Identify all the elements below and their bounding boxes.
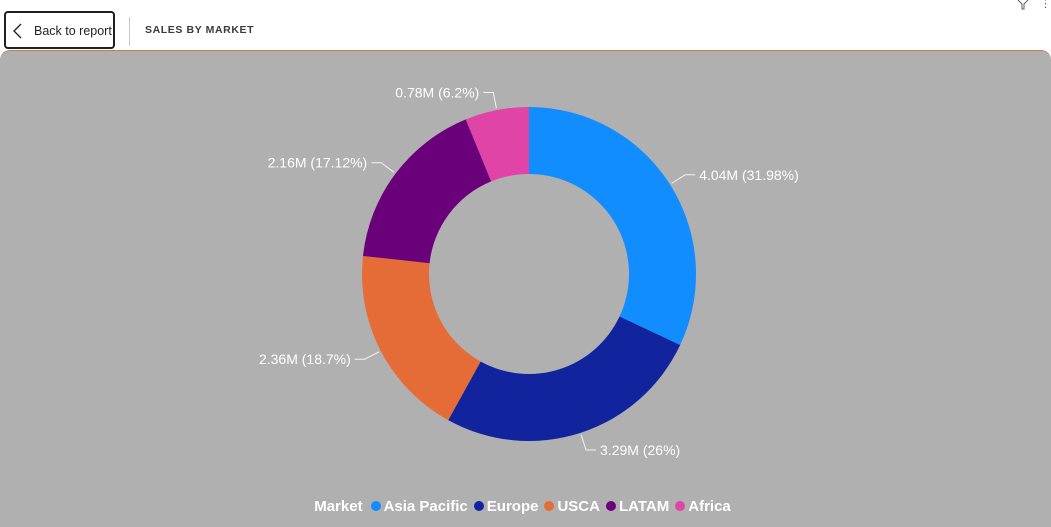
data-label: 4.04M (31.98%) — [699, 167, 799, 183]
legend-label: Asia Pacific — [383, 497, 468, 515]
header-divider — [129, 17, 130, 46]
donut-slice-latam[interactable] — [362, 119, 492, 264]
leader-line — [671, 174, 696, 184]
leader-line — [354, 351, 380, 360]
legend-label: USCA — [557, 497, 600, 515]
donut-chart-visual: 4.04M (31.98%) 3.29M (26%) 2.36M (18.7%) 2.… — [0, 50, 1051, 527]
legend-swatch — [370, 501, 381, 511]
legend-item[interactable]: LATAM — [605, 497, 670, 515]
report-header: Back to report SALES BY MARKET ⋮ — [0, 0, 1051, 50]
data-label: 3.29M (26%) — [600, 442, 680, 458]
legend-label: Africa — [688, 497, 731, 515]
legend-label: LATAM — [618, 497, 670, 515]
page-title: SALES BY MARKET — [145, 24, 255, 36]
donut-slice-europe[interactable] — [448, 316, 681, 442]
filter-icon[interactable] — [1016, 0, 1030, 10]
chart-legend: Market Asia Pacific Europe USCA LATAM Africa — [0, 495, 1051, 517]
data-label: 0.78M (6.2%) — [395, 84, 479, 100]
donut-slice-africa[interactable] — [465, 107, 529, 182]
legend-label: Europe — [486, 497, 539, 515]
legend-title: Market — [314, 497, 363, 515]
back-to-report-button[interactable]: Back to report — [4, 11, 115, 49]
leader-line — [371, 162, 395, 173]
more-options-icon[interactable]: ⋮ — [1040, 0, 1051, 10]
legend-item[interactable]: Europe — [473, 497, 539, 515]
legend-item[interactable]: USCA — [544, 498, 600, 515]
data-label: 2.36M (18.7%) — [259, 351, 351, 367]
legend-swatch — [675, 501, 686, 511]
leader-line — [483, 91, 497, 109]
legend-item[interactable]: Africa — [675, 498, 731, 515]
donut-slice-usca[interactable] — [362, 255, 481, 421]
legend-swatch — [605, 501, 616, 511]
data-label: 2.16M (17.12%) — [268, 155, 368, 171]
legend-swatch — [473, 501, 484, 511]
donut-chart: 4.04M (31.98%) 3.29M (26%) 2.36M (18.7%) 2.… — [259, 84, 799, 458]
chevron-left-icon — [13, 23, 22, 39]
leader-line — [580, 434, 597, 451]
legend-swatch — [544, 501, 555, 511]
legend-item[interactable]: Asia Pacific — [370, 497, 468, 515]
donut-slice-asia-pacific[interactable] — [529, 107, 697, 345]
back-button-label: Back to report — [34, 24, 112, 38]
